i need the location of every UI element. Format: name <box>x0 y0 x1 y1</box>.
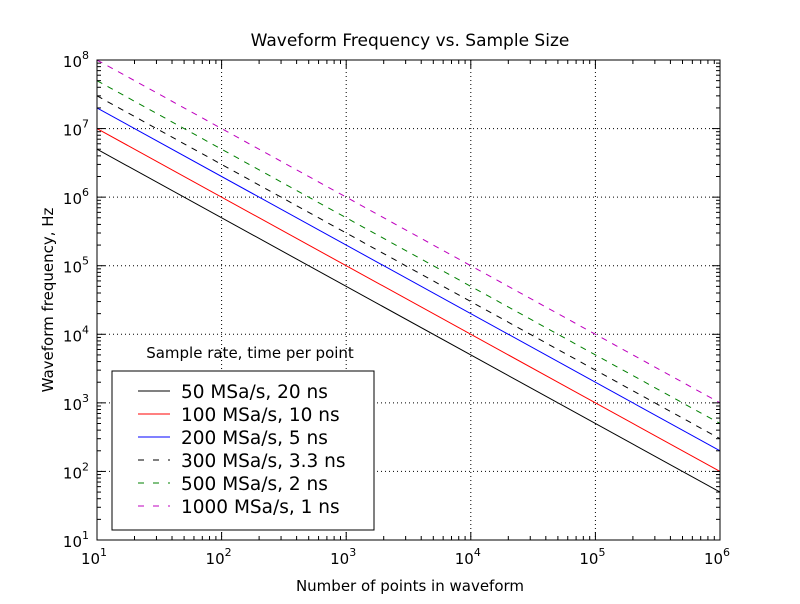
legend-title: Sample rate, time per point <box>146 344 354 362</box>
x-axis-label: Number of points in waveform <box>296 577 524 595</box>
legend-label: 200 MSa/s, 5 ns <box>181 428 328 449</box>
series-line <box>96 128 721 472</box>
legend-label: 100 MSa/s, 10 ns <box>181 405 340 426</box>
series-line <box>96 80 721 424</box>
series-line <box>96 107 721 452</box>
x-tick-label: 106 <box>704 546 730 568</box>
series-lines <box>96 59 721 493</box>
y-tick-label: 105 <box>63 255 89 277</box>
series-line <box>96 95 721 440</box>
y-tick-label: 103 <box>63 392 89 414</box>
y-tick-label: 104 <box>63 323 89 345</box>
series-line <box>96 148 721 493</box>
x-tick-label: 104 <box>455 546 481 568</box>
y-tick-label: 106 <box>63 186 89 208</box>
x-tick-label: 105 <box>579 546 605 568</box>
y-tick-label: 102 <box>63 460 89 482</box>
y-tick-label: 101 <box>63 529 89 551</box>
legend-box <box>111 370 375 531</box>
y-tick-label: 107 <box>63 118 89 140</box>
y-axis-label: Waveform frequency, Hz <box>39 207 57 392</box>
plot-frame <box>96 59 721 541</box>
x-tick-label: 103 <box>330 546 356 568</box>
legend-label: 300 MSa/s, 3.3 ns <box>181 451 346 472</box>
series-line <box>96 59 721 404</box>
legend-label: 50 MSa/s, 20 ns <box>181 382 328 403</box>
legend-label: 500 MSa/s, 2 ns <box>181 474 328 495</box>
x-tick-label: 101 <box>81 546 107 568</box>
y-tick-label: 108 <box>63 49 89 71</box>
legend: Sample rate, time per point 50 MSa/s, 20… <box>111 344 375 531</box>
legend-label: 1000 MSa/s, 1 ns <box>181 497 340 518</box>
x-tick-label: 102 <box>206 546 232 568</box>
chart-title: Waveform Frequency vs. Sample Size <box>251 31 570 51</box>
